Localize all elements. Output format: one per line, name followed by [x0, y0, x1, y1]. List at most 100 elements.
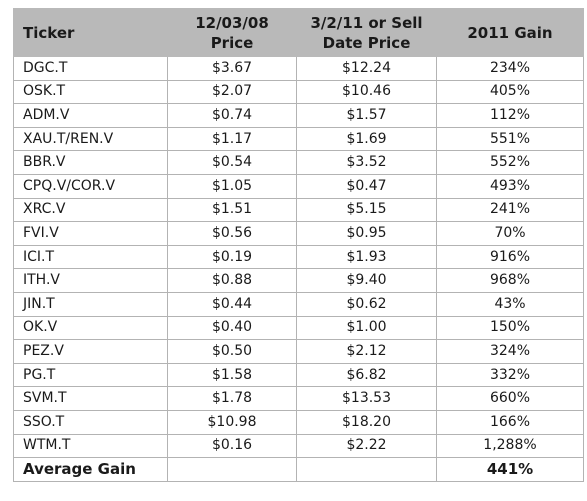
cell-gain: 551%: [436, 126, 584, 152]
cell-price-2008: $1.17: [167, 126, 297, 152]
cell-gain: 552%: [436, 150, 584, 175]
cell-ticker: ADM.V: [13, 103, 168, 128]
cell-price-2011: $6.82: [296, 362, 437, 388]
cell-price-2008: $0.40: [167, 315, 297, 341]
cell-gain: 70%: [436, 221, 584, 246]
cell-price-2011: $9.40: [296, 268, 437, 293]
cell-ticker: PG.T: [13, 362, 168, 388]
gains-table: Ticker 12/03/08 Price 3/2/11 or Sell Dat…: [13, 8, 584, 482]
cell-price-2011: $1.00: [296, 315, 437, 341]
cell-ticker: BBR.V: [13, 150, 168, 175]
cell-price-2011: $2.22: [296, 433, 437, 459]
header-price-2011: 3/2/11 or Sell Date Price: [296, 8, 437, 57]
table-row: DGC.T $3.67 $12.24 234%: [13, 56, 584, 81]
table-row: XRC.V $1.51 $5.15 241%: [13, 197, 584, 223]
table-row: ICI.T $0.19 $1.93 916%: [13, 244, 584, 270]
table-row: PG.T $1.58 $6.82 332%: [13, 362, 584, 388]
cell-ticker: ITH.V: [13, 268, 168, 293]
cell-ticker: SSO.T: [13, 409, 168, 435]
cell-price-2008: $0.74: [167, 103, 297, 128]
cell-gain: 916%: [436, 244, 584, 270]
cell-ticker: JIN.T: [13, 291, 168, 317]
table-row: SVM.T $1.78 $13.53 660%: [13, 386, 584, 411]
cell-price-2008: $2.07: [167, 79, 297, 105]
cell-ticker: FVI.V: [13, 221, 168, 246]
table-row: WTM.T $0.16 $2.22 1,288%: [13, 433, 584, 459]
cell-ticker: ICI.T: [13, 244, 168, 270]
cell-price-2011: $12.24: [296, 56, 437, 81]
cell-price-2011: $5.15: [296, 197, 437, 223]
table-row: ITH.V $0.88 $9.40 968%: [13, 268, 584, 293]
cell-price-2008: $10.98: [167, 409, 297, 435]
cell-ticker: CPQ.V/COR.V: [13, 173, 168, 199]
cell-price-2008: $0.19: [167, 244, 297, 270]
cell-price-2008: $0.50: [167, 339, 297, 364]
cell-gain: 968%: [436, 268, 584, 293]
table-row: BBR.V $0.54 $3.52 552%: [13, 150, 584, 175]
table-row: OK.V $0.40 $1.00 150%: [13, 315, 584, 341]
table-row: OSK.T $2.07 $10.46 405%: [13, 79, 584, 105]
cell-gain: 241%: [436, 197, 584, 223]
cell-ticker: SVM.T: [13, 386, 168, 411]
table-header-row: Ticker 12/03/08 Price 3/2/11 or Sell Dat…: [13, 8, 584, 57]
cell-gain: 660%: [436, 386, 584, 411]
cell-price-2008: $1.58: [167, 362, 297, 388]
cell-price-2011: $18.20: [296, 409, 437, 435]
average-price-2011: [296, 457, 437, 482]
cell-ticker: XRC.V: [13, 197, 168, 223]
table-row: SSO.T $10.98 $18.20 166%: [13, 409, 584, 435]
cell-price-2011: $1.57: [296, 103, 437, 128]
header-price-2011-label: 3/2/11 or Sell Date Price: [310, 13, 423, 52]
cell-price-2008: $0.44: [167, 291, 297, 317]
cell-ticker: OK.V: [13, 315, 168, 341]
cell-gain: 166%: [436, 409, 584, 435]
cell-ticker: DGC.T: [13, 56, 168, 81]
cell-gain: 150%: [436, 315, 584, 341]
table-body: DGC.T $3.67 $12.24 234% OSK.T $2.07 $10.46 405%…: [13, 56, 584, 482]
cell-gain: 43%: [436, 291, 584, 317]
cell-gain: 405%: [436, 79, 584, 105]
cell-price-2011: $0.95: [296, 221, 437, 246]
cell-price-2008: $1.05: [167, 173, 297, 199]
cell-price-2008: $1.51: [167, 197, 297, 223]
gains-table-container: Ticker 12/03/08 Price 3/2/11 or Sell Dat…: [13, 8, 584, 482]
average-label: Average Gain: [13, 457, 168, 482]
cell-price-2011: $1.69: [296, 126, 437, 152]
table-row: XAU.T/REN.V $1.17 $1.69 551%: [13, 126, 584, 152]
header-ticker: Ticker: [13, 8, 168, 57]
average-price-2008: [167, 457, 297, 482]
cell-price-2008: $0.16: [167, 433, 297, 459]
table-row: ADM.V $0.74 $1.57 112%: [13, 103, 584, 128]
average-gain: 441%: [436, 457, 584, 482]
cell-price-2011: $13.53: [296, 386, 437, 411]
cell-ticker: PEZ.V: [13, 339, 168, 364]
cell-price-2011: $0.47: [296, 173, 437, 199]
cell-price-2008: $3.67: [167, 56, 297, 81]
cell-price-2011: $2.12: [296, 339, 437, 364]
cell-gain: 332%: [436, 362, 584, 388]
cell-gain: 493%: [436, 173, 584, 199]
average-row: Average Gain 441%: [13, 457, 584, 482]
cell-price-2011: $3.52: [296, 150, 437, 175]
cell-ticker: WTM.T: [13, 433, 168, 459]
cell-ticker: OSK.T: [13, 79, 168, 105]
cell-price-2011: $1.93: [296, 244, 437, 270]
cell-price-2011: $0.62: [296, 291, 437, 317]
cell-gain: 324%: [436, 339, 584, 364]
cell-price-2011: $10.46: [296, 79, 437, 105]
cell-price-2008: $0.88: [167, 268, 297, 293]
table-row: PEZ.V $0.50 $2.12 324%: [13, 339, 584, 364]
table-row: FVI.V $0.56 $0.95 70%: [13, 221, 584, 246]
header-price-2008: 12/03/08 Price: [167, 8, 297, 57]
table-row: CPQ.V/COR.V $1.05 $0.47 493%: [13, 173, 584, 199]
cell-price-2008: $0.56: [167, 221, 297, 246]
cell-price-2008: $0.54: [167, 150, 297, 175]
table-row: JIN.T $0.44 $0.62 43%: [13, 291, 584, 317]
cell-gain: 1,288%: [436, 433, 584, 459]
cell-gain: 234%: [436, 56, 584, 81]
cell-gain: 112%: [436, 103, 584, 128]
header-gain: 2011 Gain: [436, 8, 584, 57]
cell-price-2008: $1.78: [167, 386, 297, 411]
cell-ticker: XAU.T/REN.V: [13, 126, 168, 152]
header-price-2008-label: 12/03/08 Price: [195, 13, 269, 52]
